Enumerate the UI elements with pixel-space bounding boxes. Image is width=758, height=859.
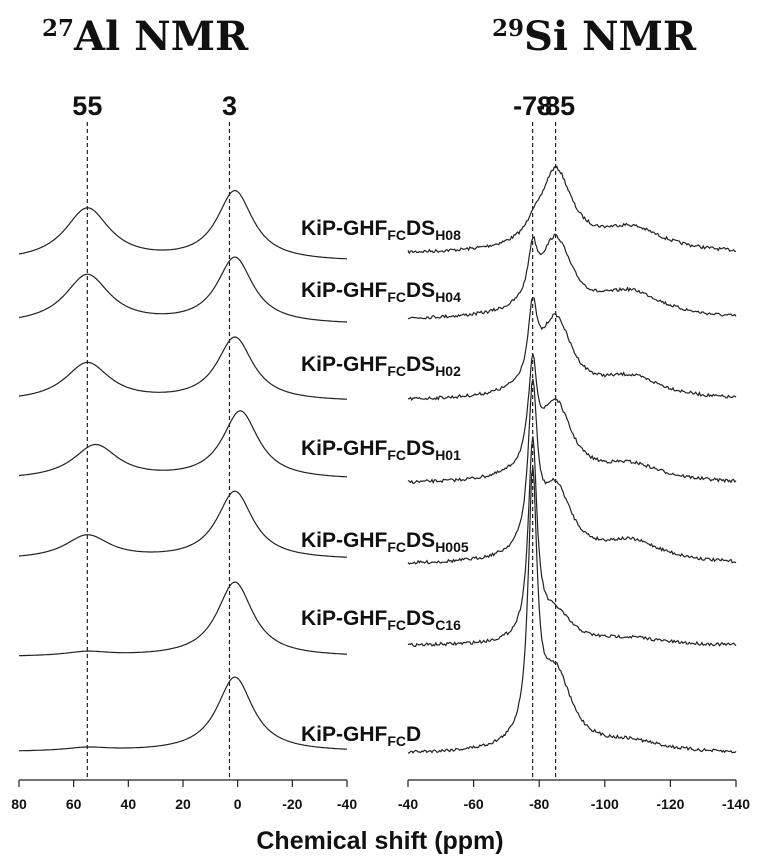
- al-spectrum-trace: [18, 676, 347, 752]
- sample-label: KiP-GHFFCDSH04: [301, 279, 461, 305]
- al-spectrum-trace: [18, 490, 347, 558]
- al-x-axis: 80 60 40 20 0 -20 -40: [11, 779, 357, 812]
- al-spectrum-trace: [18, 581, 348, 657]
- si-tick-label: -100: [591, 796, 619, 812]
- al-tick-label: 80: [11, 796, 27, 812]
- al-tick-label: -40: [337, 796, 357, 812]
- al-tick-label: 0: [234, 796, 242, 812]
- si-tick-label: -60: [463, 796, 483, 812]
- sample-label: KiP-GHFFCDSH01: [301, 437, 461, 463]
- si-tick-label: -140: [722, 796, 750, 812]
- al-tick-label: -20: [282, 796, 302, 812]
- si-tick-label: -40: [398, 796, 418, 812]
- si-spectrum-trace: [407, 233, 737, 320]
- si-tick-label: -120: [656, 796, 684, 812]
- si-spectrum-trace: [407, 378, 737, 565]
- al-spectrum-trace: [18, 189, 348, 260]
- si-spectrum-trace: [408, 466, 737, 754]
- x-axis-title: Chemical shift (ppm): [256, 827, 503, 855]
- si-spectrum-trace: [407, 297, 737, 402]
- sample-label: KiP-GHFFCDSH08: [301, 217, 461, 243]
- si-reference-label: -78: [513, 91, 552, 121]
- si-spectrum-trace: [407, 165, 737, 255]
- si-x-axis: -40 -60 -80 -100 -120 -140: [398, 779, 750, 812]
- al-reference-label: 3: [222, 91, 237, 121]
- si-panel-title: 29Si NMR: [492, 13, 697, 60]
- si-reference-label: -85: [536, 91, 575, 121]
- al-reference-label: 55: [72, 91, 102, 121]
- si-spectrum-trace: [407, 436, 737, 647]
- sample-label: KiP-GHFFCD: [301, 723, 421, 749]
- al-tick-label: 60: [66, 796, 82, 812]
- sample-label: KiP-GHFFCDSH02: [301, 353, 461, 379]
- al-spectrum-trace: [18, 410, 348, 478]
- al-spectrum-trace: [18, 336, 347, 400]
- al-tick-label: 40: [121, 796, 137, 812]
- al-tick-label: 20: [175, 796, 191, 812]
- al-spectrum-trace: [18, 256, 347, 323]
- sample-label: KiP-GHFFCDSH005: [301, 529, 469, 555]
- si-tick-label: -80: [529, 796, 549, 812]
- si-spectrum-trace: [407, 353, 737, 485]
- al-panel-title: 27Al NMR: [42, 13, 249, 60]
- sample-label: KiP-GHFFCDSC16: [301, 607, 461, 633]
